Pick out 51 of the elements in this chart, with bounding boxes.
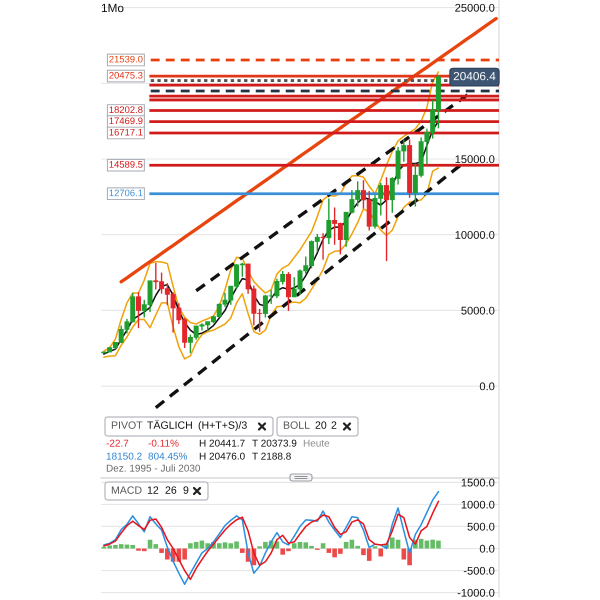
y-tick-label: 15000.0 [456,155,494,164]
y-tick-label: 1500.0 [462,478,494,487]
annotation: -22.7 [106,440,128,447]
y-tick-label: 0.0 [480,544,494,553]
y-tick-label: 0.0 [480,382,494,390]
candlestick [384,176,390,262]
annotation: 1Mo [102,4,124,12]
annotation: (H+T+S)/3 [198,421,247,431]
candlestick [286,271,291,312]
annotation: 12 [148,486,158,494]
annotation: TÄGLICH [147,420,192,429]
annotation: T 20373.9 [252,440,296,447]
annotation: T 2188.8 [252,452,291,460]
annotation: 20406.4 [454,72,496,80]
y-tick-label: 500.0 [467,522,494,531]
annotation: MACD [112,486,142,494]
ref-line-label: 21539.0 [109,56,143,63]
annotation: H 20476.0 [200,452,245,460]
annotation: 18150.2 [106,452,142,460]
annotation: Heute [304,440,330,447]
y-tick-label: -1000.0 [458,588,494,597]
y-tick-label: 1000.0 [462,500,494,509]
annotation: Dez. 1995 - Juli 2030 [106,464,200,472]
y-tick-label: -500.0 [464,566,494,575]
y-tick-label: 10000.0 [456,230,494,239]
ref-line-label: 12706.1 [110,190,142,196]
ref-line-label: 14589.5 [110,161,143,168]
bar [378,548,384,556]
annotation: 20 [316,421,326,429]
annotation: 2 [332,421,336,429]
annotation: PIVOT [112,421,142,429]
annotation: -0.11% [148,440,179,447]
line-series [103,167,440,360]
line-series [103,500,440,580]
candlestick [136,292,141,329]
ref-line-label: 16717.1 [110,128,142,136]
ref-line-label: 20475.3 [109,72,143,79]
candlestick [320,232,326,260]
bar [372,546,378,549]
y-tick-label: 25000.0 [455,4,494,12]
annotation: 26 [166,486,176,494]
annotation: 9 [183,486,188,494]
ref-line-label: 17469.9 [110,117,142,124]
bar [320,543,326,549]
line-series [103,71,440,352]
y-tick-label: 5000.0 [461,306,494,315]
annotation: BOLL [284,421,310,429]
candlestick [326,198,332,245]
annotation: H 20441.7 [200,440,245,447]
ref-line-label: 18202.8 [110,106,143,114]
annotation: 804.45% [148,452,188,460]
